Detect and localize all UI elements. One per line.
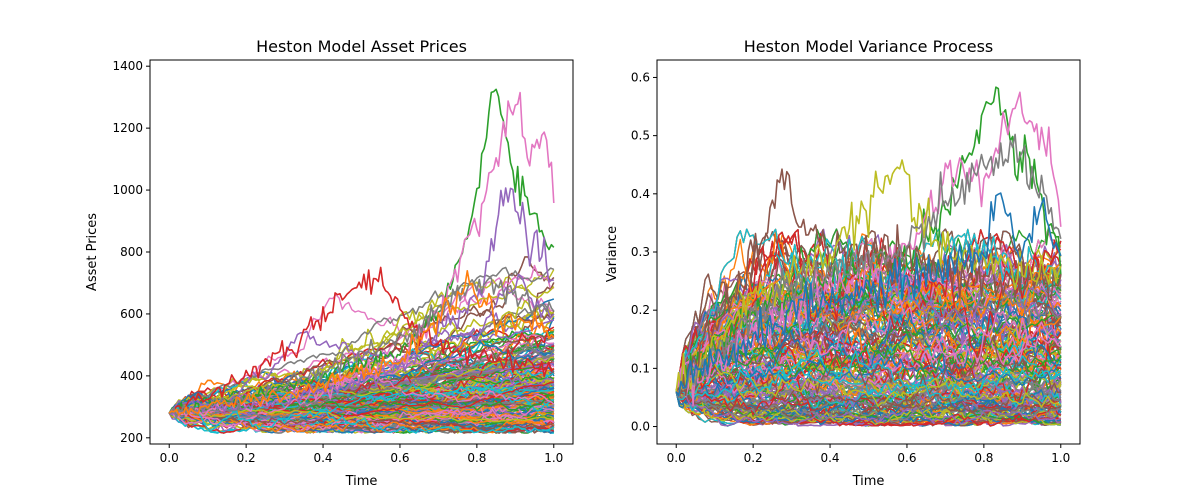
asset-prices-x-ticks: 0.0 0.2 0.4 0.6 0.8 1.0 bbox=[160, 444, 563, 465]
asset-price-x-tick-label: 0.0 bbox=[160, 451, 179, 465]
variance-path bbox=[675, 228, 1061, 392]
variance-path bbox=[675, 383, 1061, 422]
asset-price-y-tick-label: 1000 bbox=[112, 183, 143, 197]
asset-price-highlight-path bbox=[168, 187, 554, 416]
variance-y-tick-label: 0.3 bbox=[631, 245, 650, 259]
asset-prices-title: Heston Model Asset Prices bbox=[256, 37, 467, 56]
asset-price-x-tick-label: 0.2 bbox=[237, 451, 256, 465]
asset-price-y-tick-label: 1200 bbox=[112, 121, 143, 135]
variance-highlight-path bbox=[675, 168, 1062, 397]
asset-price-x-tick-label: 0.6 bbox=[390, 451, 409, 465]
variance-path bbox=[675, 350, 1062, 408]
variance-plot-frame bbox=[656, 59, 1081, 445]
variance-x-tick-label: 0.6 bbox=[897, 451, 916, 465]
asset-price-path bbox=[168, 407, 555, 434]
variance-path bbox=[676, 355, 1062, 394]
variance-path bbox=[675, 293, 1062, 393]
variance-path bbox=[675, 334, 1061, 408]
variance-chart: Heston Model Variance Process 0.0 0.2 0.4 0… bbox=[605, 37, 1081, 489]
asset-price-highlight-path bbox=[168, 269, 555, 416]
asset-price-highlight-path bbox=[168, 266, 555, 414]
variance-path bbox=[675, 386, 1062, 409]
asset-price-path bbox=[168, 381, 554, 418]
asset-price-path bbox=[169, 266, 555, 414]
variance-x-label: Time bbox=[852, 474, 885, 489]
asset-price-x-tick-label: 0.4 bbox=[313, 451, 332, 465]
variance-highlight-path bbox=[675, 91, 1062, 407]
variance-paths bbox=[675, 86, 1062, 427]
variance-path bbox=[675, 348, 1061, 396]
variance-x-tick-label: 0.8 bbox=[974, 451, 993, 465]
variance-x-ticks: 0.0 0.2 0.4 0.6 0.8 1.0 bbox=[667, 444, 1070, 465]
variance-y-tick-label: 0.6 bbox=[631, 70, 650, 84]
variance-path bbox=[675, 294, 1062, 392]
variance-highlight-path bbox=[675, 86, 1062, 395]
asset-price-y-tick-label: 1400 bbox=[112, 59, 143, 73]
asset-price-path bbox=[168, 407, 555, 430]
asset-prices-y-ticks: 200 400 600 800 1000 1200 1400 bbox=[112, 59, 150, 445]
variance-x-tick-label: 0.4 bbox=[820, 451, 839, 465]
variance-path bbox=[675, 387, 1062, 413]
variance-y-ticks: 0.0 0.1 0.2 0.3 0.4 0.5 0.6 bbox=[631, 70, 657, 434]
asset-price-y-tick-label: 600 bbox=[120, 307, 143, 321]
asset-prices-y-label: Asset Prices bbox=[85, 213, 100, 291]
variance-path bbox=[675, 350, 1062, 401]
variance-x-tick-label: 0.0 bbox=[667, 451, 686, 465]
variance-highlight-path bbox=[675, 133, 1062, 399]
variance-y-tick-label: 0.5 bbox=[631, 129, 650, 143]
asset-price-path bbox=[168, 341, 555, 419]
variance-path bbox=[675, 333, 1061, 392]
asset-price-path bbox=[168, 386, 555, 419]
variance-y-tick-label: 0.2 bbox=[631, 303, 650, 317]
asset-price-path bbox=[168, 407, 554, 434]
variance-highlight-path bbox=[675, 192, 1062, 397]
variance-path bbox=[675, 370, 1062, 410]
asset-prices-plot-frame bbox=[149, 59, 574, 445]
asset-prices-chart: Heston Model Asset Prices 0.0 0.2 0.4 0.6 0.… bbox=[85, 37, 574, 489]
asset-price-path bbox=[169, 405, 555, 432]
asset-price-y-tick-label: 400 bbox=[120, 369, 143, 383]
asset-price-y-tick-label: 200 bbox=[120, 431, 143, 445]
variance-title: Heston Model Variance Process bbox=[744, 37, 994, 56]
variance-path bbox=[675, 322, 1062, 392]
variance-x-tick-label: 0.2 bbox=[744, 451, 763, 465]
asset-price-highlight-path bbox=[169, 277, 555, 420]
asset-price-path bbox=[168, 340, 555, 414]
asset-price-path bbox=[168, 409, 554, 423]
variance-path bbox=[675, 341, 1062, 393]
asset-prices-x-label: Time bbox=[345, 474, 378, 489]
asset-price-x-tick-label: 0.8 bbox=[467, 451, 486, 465]
variance-y-tick-label: 0.0 bbox=[631, 420, 650, 434]
variance-y-label: Variance bbox=[605, 226, 620, 282]
asset-price-x-tick-label: 1.0 bbox=[544, 451, 563, 465]
variance-y-tick-label: 0.1 bbox=[631, 361, 650, 375]
variance-path bbox=[675, 233, 1062, 392]
variance-x-tick-label: 1.0 bbox=[1051, 451, 1070, 465]
asset-price-y-tick-label: 800 bbox=[120, 245, 143, 259]
asset-price-path bbox=[168, 374, 555, 428]
variance-y-tick-label: 0.4 bbox=[631, 187, 650, 201]
asset-price-paths bbox=[168, 88, 555, 434]
